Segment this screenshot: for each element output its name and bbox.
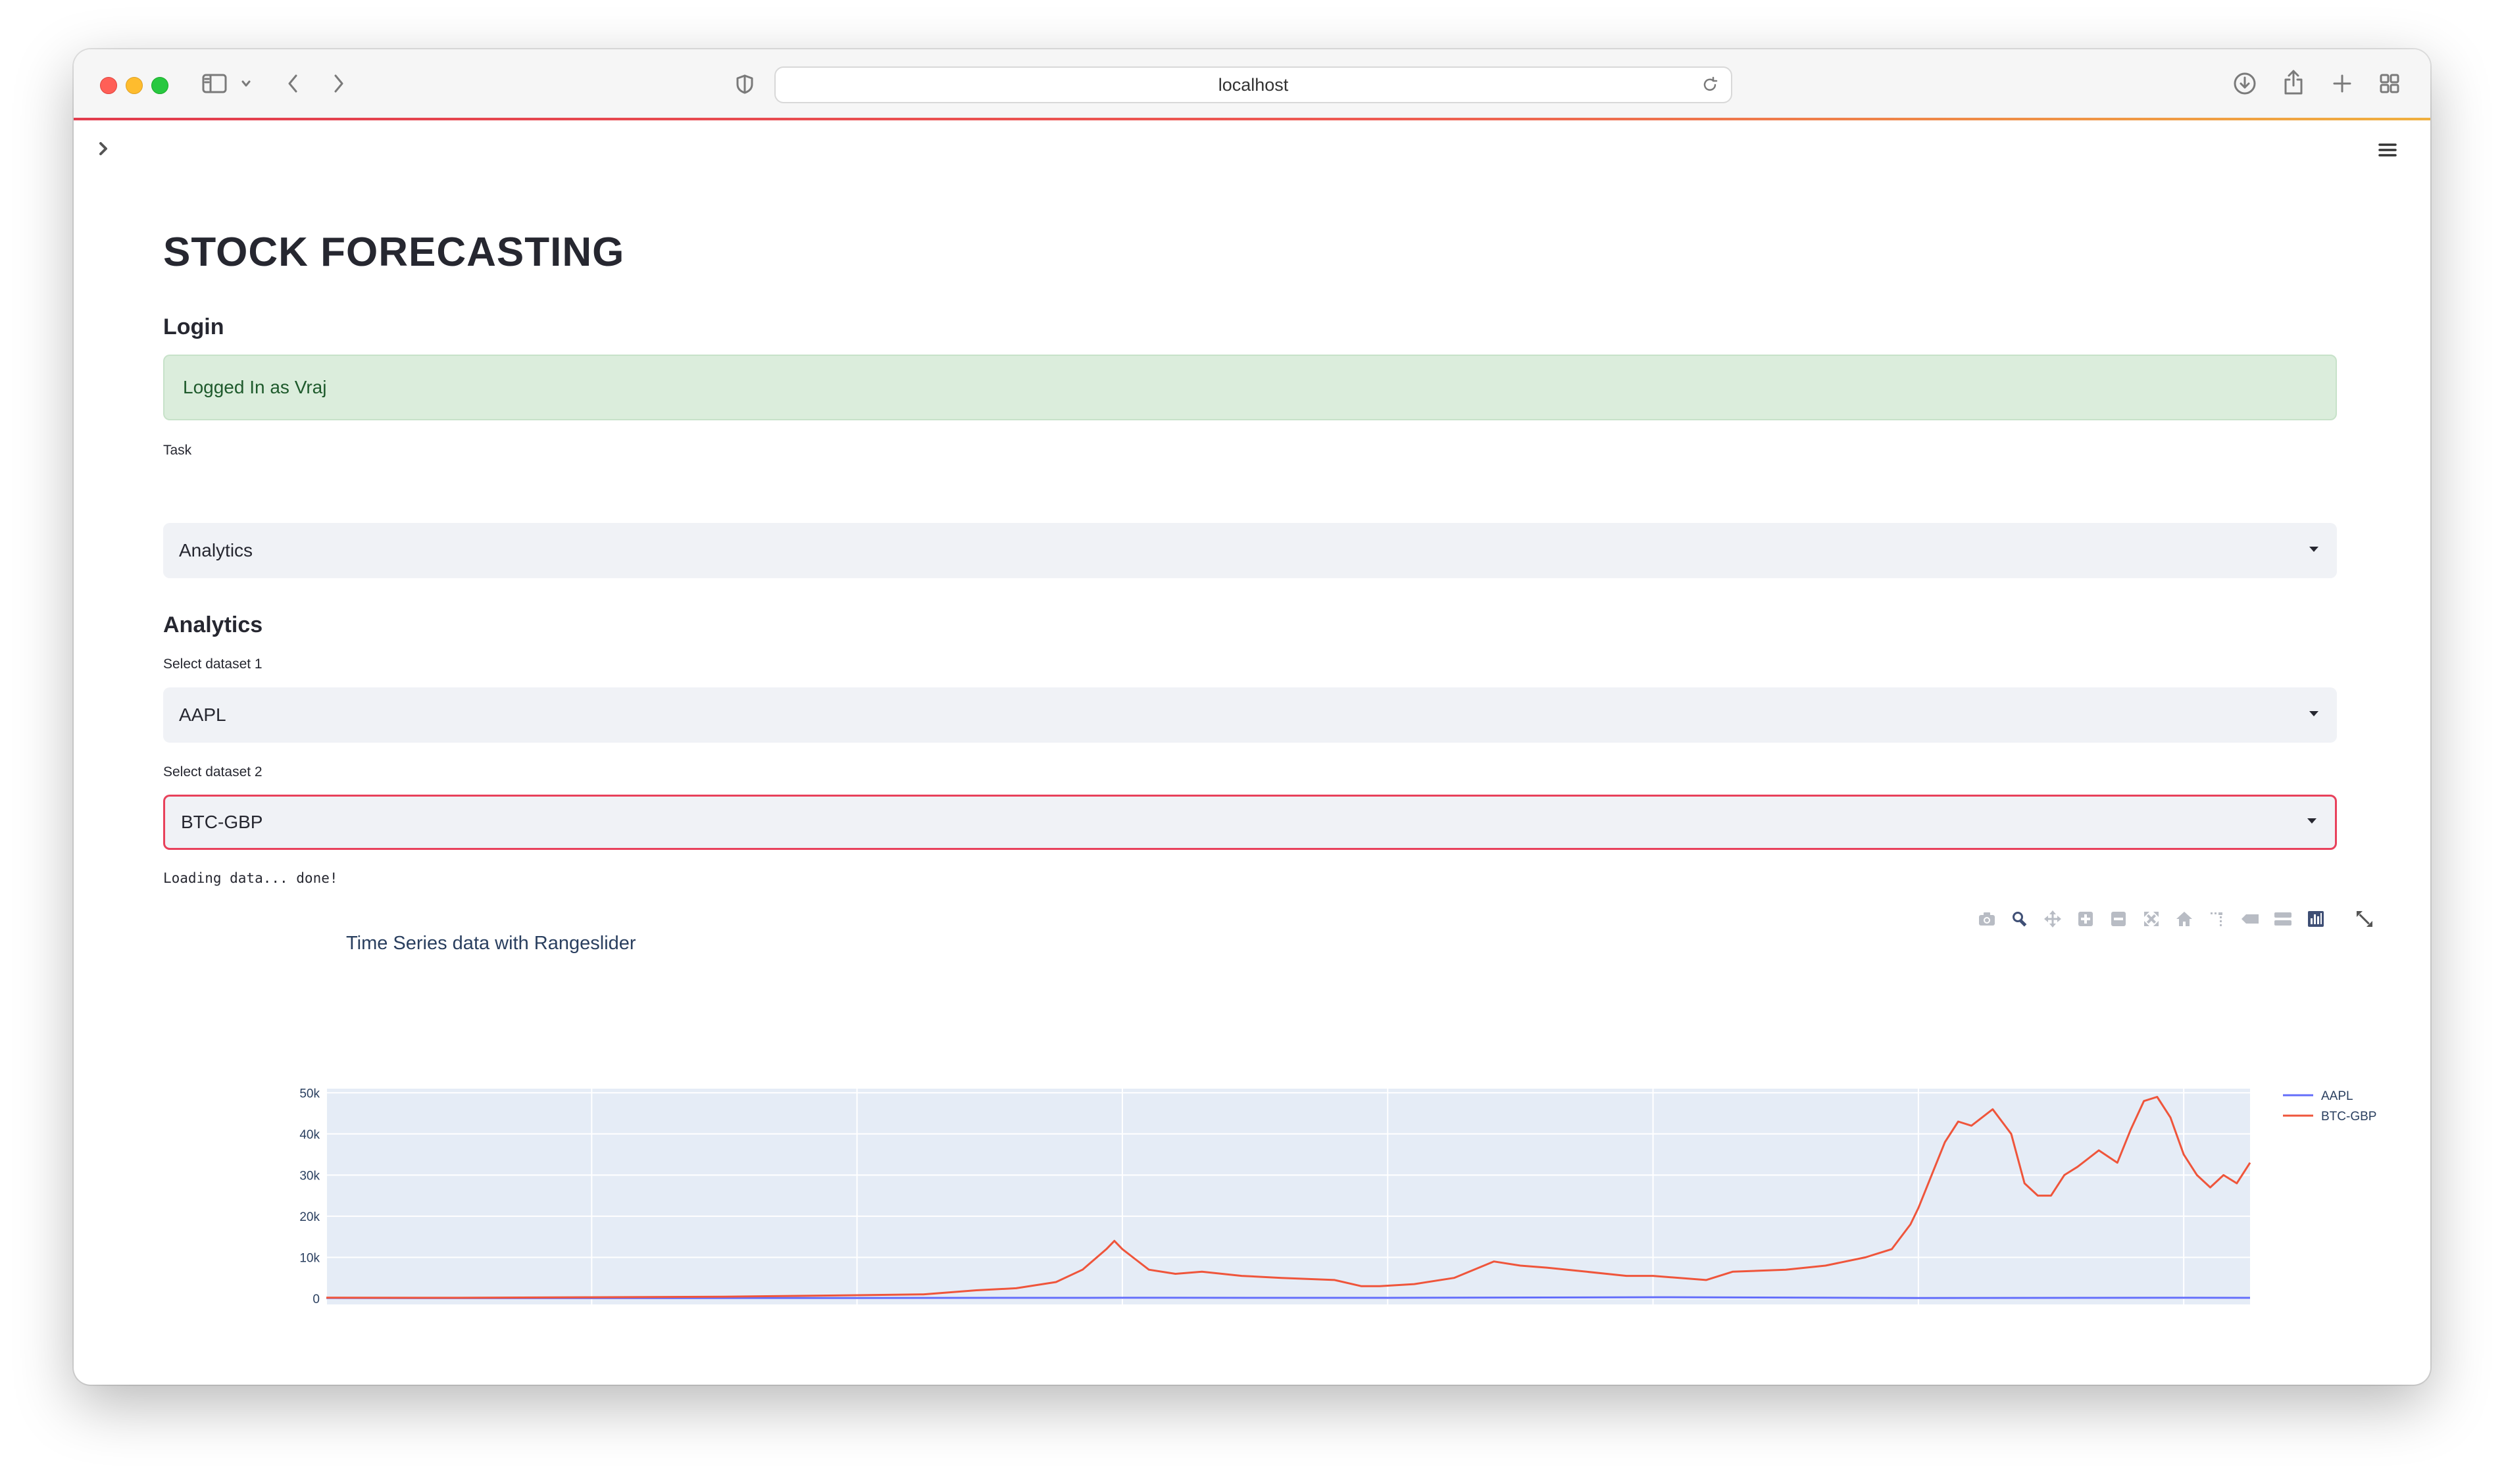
hover-closest-icon[interactable] xyxy=(2241,910,2259,928)
y-tick-label: 50k xyxy=(299,1087,320,1101)
shield-icon xyxy=(734,73,756,95)
task-select[interactable]: Analytics xyxy=(163,523,2337,578)
download-icon[interactable] xyxy=(2232,70,2258,97)
browser-toolbar: localhost xyxy=(74,49,2430,119)
dataset1-label: Select dataset 1 xyxy=(163,656,263,672)
y-tick-label: 20k xyxy=(299,1210,320,1224)
streamlit-app: STOCK FORECASTING Login Logged In as Vra… xyxy=(74,120,2430,1385)
camera-icon[interactable] xyxy=(1978,910,1996,928)
reset-axes-icon[interactable] xyxy=(2175,910,2193,928)
dataset2-label: Select dataset 2 xyxy=(163,764,263,779)
hamburger-menu-icon[interactable] xyxy=(2376,140,2399,160)
minimize-window-button[interactable] xyxy=(126,77,143,94)
y-tick-label: 0 xyxy=(313,1293,320,1304)
url-text: localhost xyxy=(1218,74,1289,95)
browser-window: localhost STOCK FORECASTING Login xyxy=(74,49,2430,1385)
login-status-text: Logged In as Vraj xyxy=(183,377,327,397)
hover-compare-icon[interactable] xyxy=(2274,910,2292,928)
address-bar[interactable]: localhost xyxy=(774,66,1732,103)
dataset1-select[interactable]: AAPL xyxy=(163,687,2337,743)
zoom-in-icon[interactable] xyxy=(2076,910,2095,928)
dataset1-select-value: AAPL xyxy=(179,705,226,725)
close-window-button[interactable] xyxy=(100,77,117,94)
chevron-down-icon[interactable] xyxy=(239,77,253,90)
reload-icon[interactable] xyxy=(1701,76,1719,94)
sidebar-expand-icon[interactable] xyxy=(93,139,113,159)
zoom-icon[interactable] xyxy=(2011,910,2029,928)
plus-icon[interactable] xyxy=(2329,70,2355,97)
y-tick-label: 40k xyxy=(299,1128,320,1142)
task-select-value: Analytics xyxy=(179,540,253,560)
chart-title: Time Series data with Rangeslider xyxy=(346,933,636,954)
y-tick-label: 30k xyxy=(299,1169,320,1183)
dataset2-select[interactable]: BTC-GBP xyxy=(163,795,2337,850)
fullscreen-icon[interactable] xyxy=(2355,910,2374,928)
legend-label[interactable]: AAPL xyxy=(2321,1089,2353,1103)
login-status-alert: Logged In as Vraj xyxy=(163,355,2337,420)
caret-down-icon xyxy=(2307,818,2316,824)
caret-down-icon xyxy=(2309,711,2318,716)
plot-background xyxy=(326,1089,2250,1304)
chart-svg[interactable]: Time Series data with Rangeslider 0 10k 20k… xyxy=(163,910,2400,1304)
time-series-chart: Time Series data with Rangeslider 0 10k 20k… xyxy=(163,910,2400,1304)
tabs-grid-icon[interactable] xyxy=(2376,70,2403,97)
task-label: Task xyxy=(163,443,192,458)
page-title: STOCK FORECASTING xyxy=(163,230,625,275)
plotly-modebar xyxy=(1978,910,2374,928)
analytics-heading: Analytics xyxy=(163,612,263,637)
zoom-out-icon[interactable] xyxy=(2109,910,2128,928)
y-tick-label: 10k xyxy=(299,1251,320,1265)
plotly-logo-icon[interactable] xyxy=(2307,910,2325,928)
series-line-btc-gbp[interactable] xyxy=(326,1096,2251,1299)
forward-icon[interactable] xyxy=(329,72,349,95)
autoscale-icon[interactable] xyxy=(2142,910,2161,928)
back-icon[interactable] xyxy=(283,72,303,95)
loading-status: Loading data... done! xyxy=(163,870,338,886)
pan-icon[interactable] xyxy=(2043,910,2062,928)
caret-down-icon xyxy=(2309,547,2318,552)
series-line-aapl[interactable] xyxy=(326,1296,2251,1299)
dataset2-select-value: BTC-GBP xyxy=(181,812,263,832)
legend-label[interactable]: BTC-GBP xyxy=(2321,1110,2376,1124)
app-header-decoration xyxy=(74,118,2430,120)
login-heading: Login xyxy=(163,314,224,339)
spike-lines-icon[interactable] xyxy=(2208,910,2226,928)
sidebar-icon[interactable] xyxy=(201,73,228,94)
zoom-window-button[interactable] xyxy=(151,77,168,94)
share-icon[interactable] xyxy=(2280,68,2307,97)
